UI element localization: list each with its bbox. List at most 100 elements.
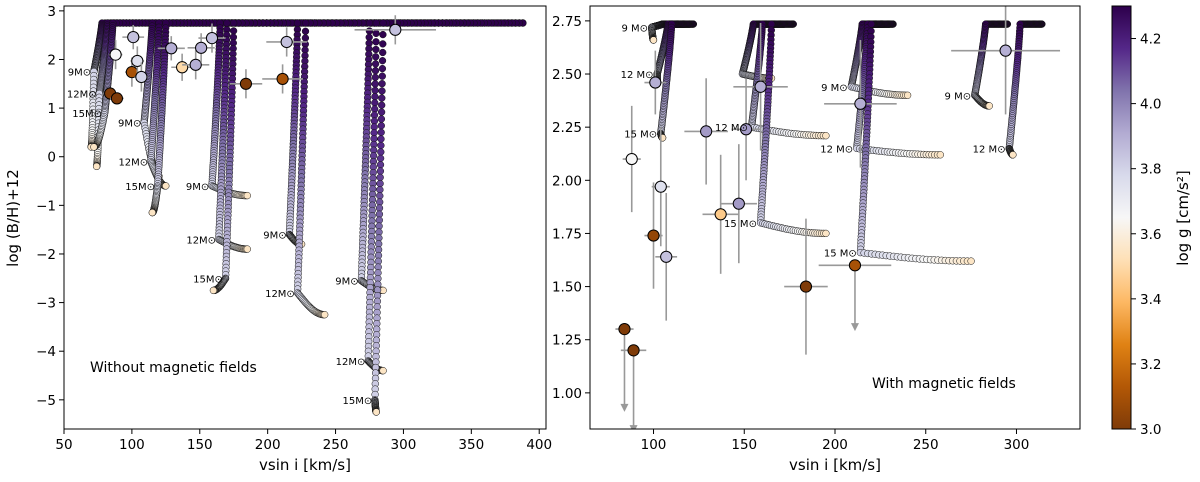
x-tick-label: 350 (458, 437, 484, 453)
x-tick-label: 100 (641, 437, 667, 453)
x-tick-label: 150 (731, 437, 757, 453)
track-point (90, 143, 98, 151)
track-point (967, 257, 975, 265)
track-point (371, 80, 379, 88)
star-marker (654, 180, 667, 193)
mass-label: 9M⊙ (335, 277, 358, 288)
y-tick-label: −1 (36, 198, 56, 214)
star-marker (999, 44, 1012, 57)
track-point (379, 48, 387, 57)
star-marker (799, 280, 813, 293)
star-point (122, 24, 145, 50)
track-point (148, 208, 156, 217)
right-panel: 9 M⊙ 12 M⊙ 15 M⊙ 12 M⊙ 15 M⊙ 9 M⊙ 12 M⊙ 15 M⊙ 9 … (552, 5, 1081, 474)
track-point (372, 45, 380, 54)
y-tick-label: 0 (47, 150, 56, 166)
track-point (378, 57, 387, 65)
track-point (230, 19, 238, 27)
y-tick-label: 1.50 (552, 280, 582, 296)
mass-label: 15M⊙ (125, 182, 155, 193)
star-marker (700, 125, 713, 138)
track-point (378, 101, 386, 109)
star-marker (848, 259, 862, 272)
y-tick-label: 1 (47, 101, 56, 117)
evolution-track (856, 20, 975, 265)
track-point (379, 19, 387, 27)
track-point (378, 64, 387, 73)
mass-label: 15M⊙ (342, 396, 372, 407)
left-ticks: 50 100 150 200 250 300 350 400 −5 −4 −3 −2 −1 0 1 2 3 (36, 4, 552, 453)
star-point (198, 23, 226, 53)
left-axes-frame (63, 5, 547, 430)
star-marker (627, 344, 640, 357)
track-point (376, 167, 385, 175)
track-point (92, 162, 101, 171)
star-marker (176, 61, 189, 74)
y-tick-label: 1.25 (552, 333, 582, 349)
track-point (377, 115, 386, 123)
mass-label: 12 M⊙ (973, 144, 1006, 155)
y-tick-label: 2 (47, 52, 56, 68)
star-point (720, 144, 757, 264)
track-point (321, 311, 329, 319)
x-tick-label: 50 (55, 437, 72, 453)
star-marker (127, 31, 140, 44)
track-point (301, 27, 310, 35)
track-point (376, 161, 385, 169)
upper-limit-arrow (620, 403, 629, 412)
mass-label: 9M⊙ (68, 68, 91, 79)
mass-label: 9 M⊙ (622, 23, 649, 34)
track-point (376, 192, 384, 200)
star-marker (276, 72, 289, 86)
x-tick-label: 250 (323, 437, 349, 453)
right-annotation: With magnetic fields (872, 376, 1016, 392)
track-point (649, 36, 658, 44)
track-point (223, 19, 231, 27)
left-panel: 9M⊙ 12M⊙ 15M⊙ 9M⊙ 12M⊙ 15M⊙ 9M⊙ 12M⊙ 15M⊙ 9M⊙ 12M⊙… (4, 4, 552, 474)
mass-label: 12 M⊙ (621, 70, 654, 81)
star-marker (389, 23, 402, 36)
mass-label: 15M⊙ (72, 109, 102, 120)
right-mass-labels: 9 M⊙ 12 M⊙ 15 M⊙ 12 M⊙ 15 M⊙ 9 M⊙ 12 M⊙ 15 M⊙ 9 … (621, 23, 1006, 259)
star-point (134, 62, 149, 92)
colorbar-tick-label: 4.2 (1140, 32, 1161, 48)
x-tick-label: 200 (255, 437, 281, 453)
evolution-track (1005, 20, 1046, 159)
y-tick-label: 2.50 (552, 67, 582, 83)
track-point (371, 73, 379, 82)
track-point (371, 67, 380, 75)
colorbar-tick-label: 4.0 (1140, 97, 1161, 113)
track-point (767, 20, 776, 28)
star-point (229, 69, 263, 99)
star-marker (165, 42, 178, 55)
evolution-track (209, 19, 404, 295)
star-point (125, 57, 139, 87)
right-stars (615, 6, 1061, 429)
track-point (378, 87, 386, 95)
x-tick-label: 400 (526, 437, 552, 453)
star-point (731, 78, 761, 181)
mass-label: 15 M⊙ (624, 130, 657, 141)
y-tick-label: 2.75 (552, 14, 582, 30)
star-marker (739, 123, 753, 136)
track-point (243, 245, 251, 253)
x-tick-label: 200 (822, 437, 848, 453)
y-tick-label: 1.00 (552, 386, 582, 402)
mass-label: 9M⊙ (263, 231, 286, 242)
mass-label: 12 M⊙ (715, 123, 748, 134)
track-point (378, 72, 386, 80)
track-point (377, 141, 385, 150)
star-marker (280, 35, 293, 49)
colorbar: 3.0 3.2 3.4 3.6 3.8 4.0 4.2 log g [cm/s²] (1111, 5, 1192, 438)
y-tick-label: −5 (36, 393, 56, 409)
mass-label: 9M⊙ (118, 119, 141, 130)
mass-label: 12M⊙ (186, 235, 216, 246)
star-marker (109, 48, 122, 61)
track-point (365, 27, 374, 35)
mass-label: 12 M⊙ (820, 144, 853, 155)
left-tracks (87, 19, 527, 416)
track-point (375, 204, 384, 212)
star-point (187, 33, 215, 63)
star-point (644, 50, 667, 115)
